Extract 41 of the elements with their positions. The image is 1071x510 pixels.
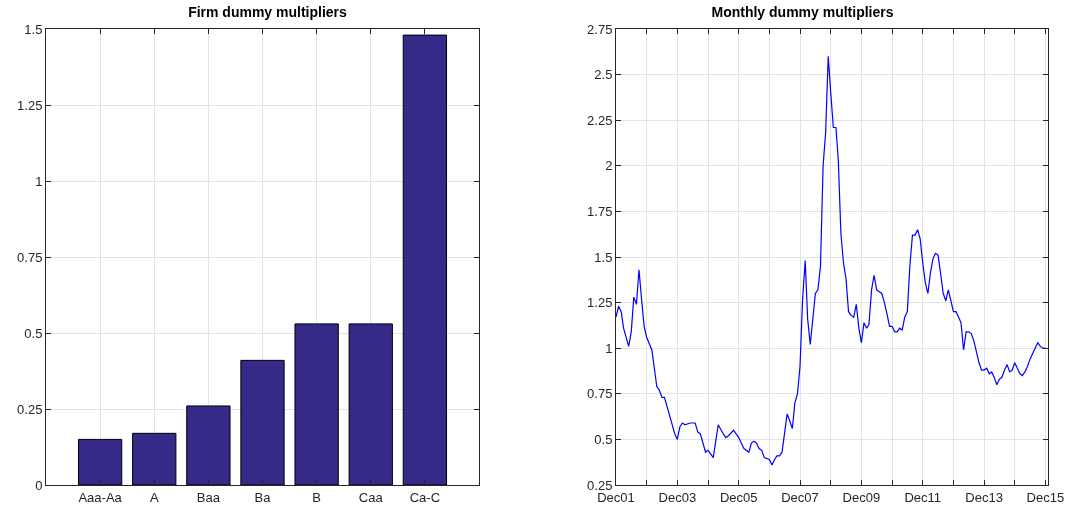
bar [348, 323, 393, 485]
y-tick-label: 1.5 [24, 21, 43, 37]
bar [240, 359, 285, 485]
chart-title: Firm dummy multipliers [188, 4, 348, 21]
y-tick-label: 0.5 [594, 431, 613, 447]
x-tick-label: B [312, 489, 321, 505]
x-tick-label: Dec05 [719, 489, 758, 505]
x-tick-label: Caa [358, 489, 384, 505]
line-series [616, 55, 1046, 466]
bar [186, 405, 231, 485]
y-tick-label: 2 [605, 158, 613, 174]
x-tick-label: A [149, 489, 159, 505]
x-tick-label: Dec13 [965, 489, 1003, 505]
y-tick-label: 0.25 [17, 401, 43, 417]
y-tick-label: 1.5 [594, 249, 613, 265]
y-tick-label: 1.25 [17, 97, 43, 113]
bar [77, 438, 123, 485]
x-tick-label: Ca-C [409, 489, 441, 505]
y-tick-label: 1.25 [587, 295, 613, 311]
y-tick-label: 0 [35, 477, 43, 493]
x-tick-label: Aaa-Aa [78, 489, 123, 505]
chart-title: Monthly dummy multipliers [711, 4, 894, 21]
x-tick-label: Dec15 [1026, 489, 1065, 505]
y-tick-label: 2.75 [587, 21, 613, 37]
y-tick-label: 0.75 [587, 386, 613, 402]
x-tick-label: Dec11 [904, 489, 942, 505]
x-tick-label: Baa [196, 489, 221, 505]
y-tick-label: 1.75 [587, 203, 613, 219]
y-tick-label: 1 [605, 340, 613, 356]
x-tick-label: Dec03 [658, 489, 697, 505]
y-tick-label: 2.5 [594, 67, 613, 83]
y-tick-label: 0.5 [24, 325, 43, 341]
bar [132, 432, 177, 485]
x-tick-label: Dec07 [781, 489, 819, 505]
x-tick-label: Ba [254, 489, 272, 505]
bar [402, 34, 448, 485]
bar [294, 323, 339, 485]
x-tick-label: Dec09 [842, 489, 881, 505]
y-tick-label: 1 [35, 173, 43, 189]
y-tick-label: 2.25 [587, 112, 613, 128]
y-tick-label: 0.75 [17, 249, 43, 265]
